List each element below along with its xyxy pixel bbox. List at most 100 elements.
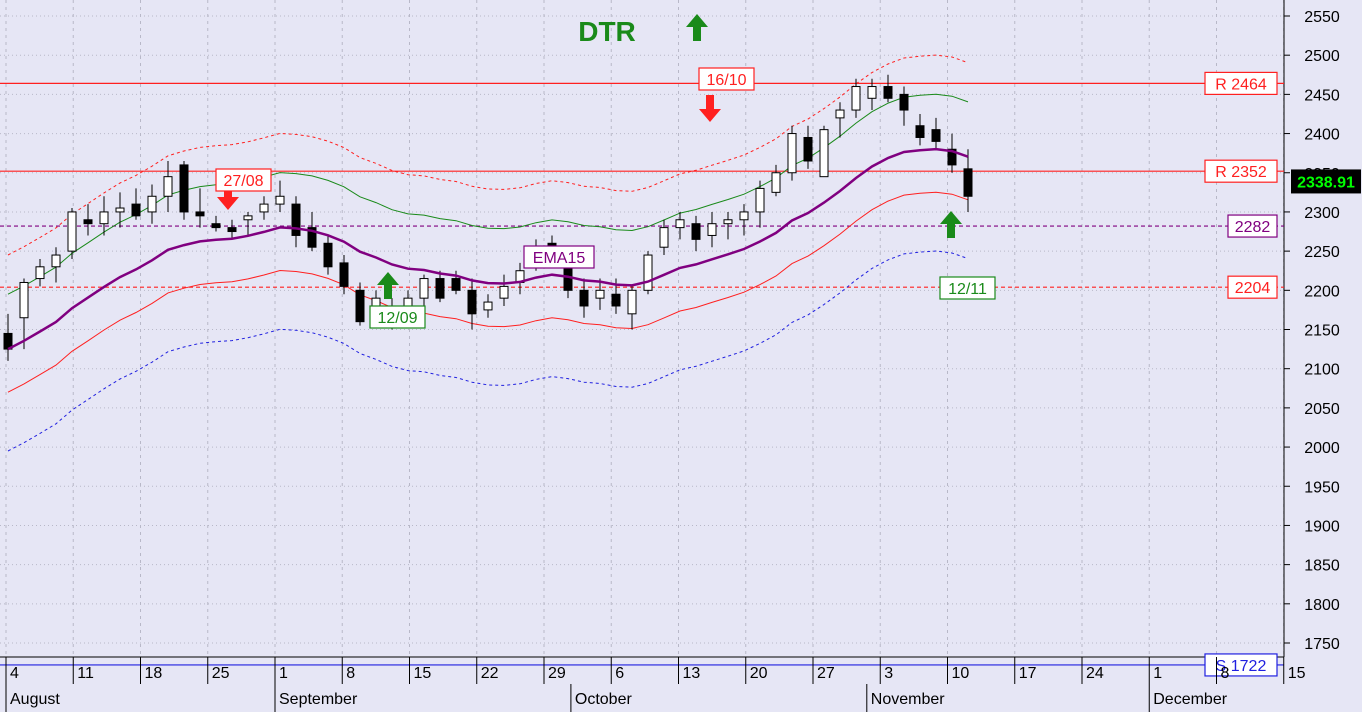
x-day-label: 10 (952, 665, 970, 682)
x-day-label: 15 (1288, 665, 1306, 682)
candle-body (163, 176, 173, 197)
candle-body (227, 227, 237, 233)
last-price: 2338.91 (1297, 174, 1355, 191)
candle-body (707, 223, 717, 236)
candle-body (419, 278, 429, 299)
x-day-label: 8 (346, 665, 355, 682)
horizontal-levels (0, 82, 1284, 666)
x-day-label: 29 (548, 665, 566, 682)
x-day-label: 27 (817, 665, 835, 682)
support-trail (7, 250, 969, 452)
annotations: DTR 27/08 12/09 16/10 12/11 EMA15 (215, 14, 996, 329)
y-tick-label: 2450 (1304, 87, 1340, 104)
x-day-label: 25 (212, 665, 230, 682)
candle-body (195, 211, 205, 217)
y-tick-label: 2050 (1304, 401, 1340, 418)
ema-line (7, 147, 969, 351)
candle-body (115, 207, 125, 213)
candle-body (579, 289, 589, 307)
x-day-label: 1 (1153, 665, 1162, 682)
resistance-tag-2352: R 2352 (1215, 164, 1267, 181)
x-day-label: 18 (145, 665, 163, 682)
candle-body (35, 266, 45, 280)
candle-body (659, 227, 669, 248)
x-day-label: 20 (750, 665, 768, 682)
candle-body (211, 223, 221, 229)
signal-label-12-09-box (369, 305, 426, 329)
y-axis: 1750 1800 1850 1900 1950 2000 2050 2100 2150 2200… (1204, 9, 1361, 677)
resistance-trail (7, 54, 969, 256)
y-axis-background (1284, 0, 1362, 712)
y-tick-label: 1900 (1304, 518, 1340, 535)
resistance-tag-2464-box (1204, 71, 1278, 96)
y-tick-label: 1750 (1304, 636, 1340, 653)
candle-body (867, 86, 877, 99)
candle-body (851, 86, 861, 111)
candle-body (99, 211, 109, 225)
ema15-label-box (523, 245, 595, 269)
candle-body (51, 254, 61, 268)
candle-body (883, 86, 893, 99)
candle-body (627, 289, 637, 315)
signal-label-12-11: 12/11 (948, 281, 987, 298)
candle-body (275, 195, 285, 205)
signal-label-27-08-box (215, 168, 272, 192)
level-tag-2204: 2204 (1235, 280, 1271, 297)
sell-arrow-27-08 (217, 183, 239, 210)
last-price-box (1291, 169, 1361, 194)
ema15-label: EMA15 (533, 250, 586, 267)
y-tick-label: 2100 (1304, 362, 1340, 379)
x-day-label: 11 (77, 665, 94, 682)
x-month-label: October (575, 691, 633, 708)
candle-body (947, 148, 957, 166)
sell-arrow-16-10 (699, 95, 721, 122)
candle-body (739, 211, 749, 221)
y-tick-label: 2150 (1304, 323, 1340, 340)
y-tick-label: 1850 (1304, 558, 1340, 575)
candle-body (339, 262, 349, 287)
support-tag-1722: S 1722 (1216, 658, 1267, 675)
signal-label-16-10: 16/10 (706, 72, 746, 89)
candle-body (643, 254, 653, 291)
x-day-label: 3 (884, 665, 893, 682)
candle-body (931, 129, 941, 142)
x-day-label: 4 (10, 665, 19, 682)
candle-body (323, 242, 333, 268)
y-tick-label: 2200 (1304, 283, 1340, 300)
grid (0, 0, 1285, 658)
signal-label-16-10-box (698, 67, 755, 91)
candle-body (835, 109, 845, 119)
candle-body (723, 219, 733, 225)
plot-background (0, 0, 1284, 657)
signal-label-27-08: 27/08 (223, 173, 263, 190)
candle-body (915, 125, 925, 138)
x-day-label: 8 (1221, 665, 1230, 682)
ema-level-tag: 2282 (1235, 219, 1271, 236)
candle-body (803, 136, 813, 162)
y-tick-label: 2400 (1304, 127, 1340, 144)
level-tag-2204-box (1227, 275, 1278, 299)
candle-body (307, 227, 317, 248)
candle-body (483, 301, 493, 311)
y-tick-label: 1950 (1304, 479, 1340, 496)
signal-label-12-09: 12/09 (377, 310, 417, 327)
candle-body (131, 203, 141, 217)
candle-body (259, 203, 269, 213)
x-month-label: August (10, 691, 60, 708)
x-month-label: September (279, 691, 358, 708)
candle-body (67, 211, 77, 252)
x-day-label: 15 (414, 665, 432, 682)
candle-body (595, 289, 605, 299)
x-day-label: 24 (1086, 665, 1104, 682)
lower-band (7, 191, 969, 393)
candle-body (355, 289, 365, 323)
y-tick-label: 2300 (1304, 205, 1340, 222)
candle-body (19, 281, 29, 319)
candle-body (435, 278, 445, 299)
candle-body (291, 203, 301, 236)
x-day-label: 22 (481, 665, 499, 682)
candle-body (179, 164, 189, 213)
candle-body (755, 187, 765, 213)
buy-arrow-12-11 (940, 211, 962, 238)
ema-level-tag-box (1227, 214, 1278, 238)
